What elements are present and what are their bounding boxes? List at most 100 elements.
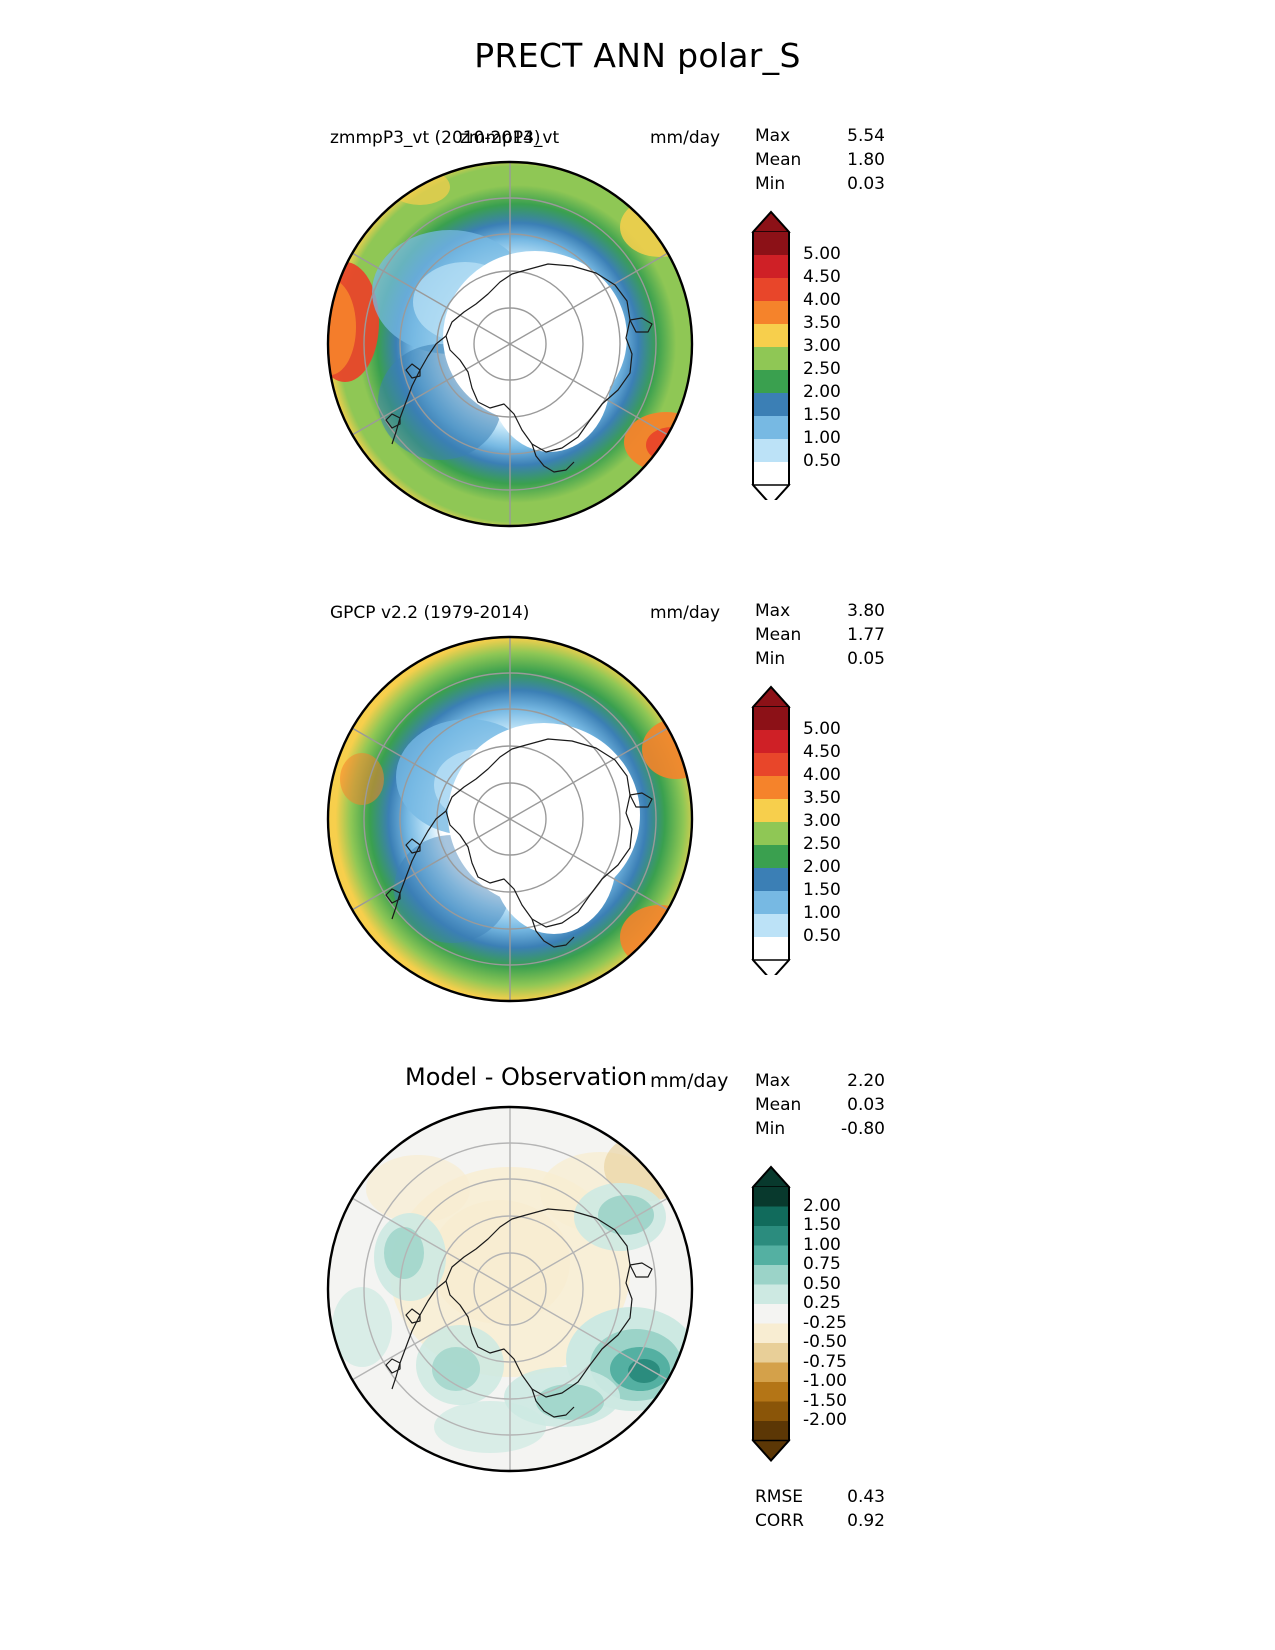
colorbar-tick-label: 3.00: [803, 811, 841, 831]
colorbar-observation: 5.00 4.50 4.00 3.50 3.00 2.50 2.00 1.50 1.00 0.50: [745, 685, 841, 982]
colorbar-band: [753, 1304, 789, 1324]
colorbar-observation-swatches: [751, 685, 791, 982]
map-field-difference: [328, 1107, 692, 1471]
colorbar-band: [753, 1401, 789, 1422]
colorbar-tick-label: 0.75: [803, 1254, 841, 1274]
map-outline-difference: [326, 1105, 694, 1473]
panel-model-units: mm/day: [650, 128, 721, 148]
stat-row: Min -0.80: [755, 1119, 885, 1139]
colorbar-model: 5.00 4.50 4.00 3.50 3.00 2.50 2.00 1.50 1.00 0.50: [745, 210, 841, 507]
colorbar-band: [753, 868, 789, 892]
stat-row: RMSE 0.43: [755, 1487, 885, 1507]
colorbar-difference: 2.00 1.50 1.00 0.75 0.50 0.25 -0.25 -0.50 -0.75-…: [745, 1165, 847, 1469]
polar-map-model: [300, 152, 720, 552]
colorbar-difference-swatches: [751, 1165, 791, 1462]
colorbar-band: [753, 845, 789, 869]
colorbar-extend-top: [751, 685, 791, 708]
colorbar-band: [753, 416, 789, 440]
colorbar-band: [753, 1265, 789, 1285]
colorbar-tick-label: 0.50: [803, 926, 841, 946]
panel-difference-units: mm/day: [650, 1070, 729, 1092]
stat-row: Max 2.20: [755, 1071, 885, 1091]
map-outline-observation: [326, 635, 694, 1003]
colorbar-tick-label: 4.00: [803, 290, 841, 310]
colorbar-band: [753, 914, 789, 938]
polar-map-observation: [300, 627, 720, 1027]
colorbar-band: [753, 891, 789, 915]
colorbar-tick-label: 2.00: [803, 382, 841, 402]
colorbar-band: [753, 347, 789, 371]
map-field-observation: [328, 637, 692, 1001]
panel-model-stats: Max 5.54 Mean 1.80 Min 0.03: [755, 124, 885, 196]
polar-map-difference: [300, 1097, 720, 1497]
colorbar-band: [753, 730, 789, 754]
colorbar-tick-label: 4.00: [803, 765, 841, 785]
colorbar-tick-label: 4.50: [803, 742, 841, 762]
colorbar-tick-label: 1.50: [803, 405, 841, 425]
colorbar-tick-label: 0.25: [803, 1293, 841, 1313]
colorbar-extend-bottom: [751, 959, 791, 982]
stat-row: Min 0.03: [755, 174, 885, 194]
panel-model-label-center: zmmpP3_vt: [460, 128, 560, 148]
colorbar-band: [753, 1187, 789, 1207]
coastline-observation: [385, 738, 653, 948]
colorbar-band: [753, 822, 789, 846]
colorbar-band: [753, 370, 789, 394]
colorbar-band: [753, 776, 789, 800]
stat-row: Mean 1.80: [755, 150, 885, 170]
colorbar-tick-label: 0.50: [803, 1273, 841, 1294]
page-title: PRECT ANN polar_S: [474, 36, 801, 75]
colorbar-tick-label: 2.50: [803, 359, 841, 379]
colorbar-band: [753, 301, 789, 325]
colorbar-band: [753, 232, 789, 256]
stat-row: Mean 0.03: [755, 1095, 885, 1115]
colorbar-tick-label: 5.00: [803, 719, 841, 739]
colorbar-tick-label: -1.00: [803, 1371, 847, 1391]
panel-observation-units: mm/day: [650, 603, 721, 623]
colorbar-tick-label: -2.00: [803, 1410, 847, 1430]
colorbar-band: [753, 278, 789, 302]
panel-difference-label: Model - Observation: [405, 1063, 648, 1091]
colorbar-tick-label: 1.50: [803, 1215, 841, 1235]
colorbar-extend-top: [751, 1165, 791, 1188]
colorbar-tick-label: -0.25: [803, 1312, 847, 1333]
colorbar-band: [753, 1362, 789, 1383]
colorbar-band: [753, 1421, 789, 1441]
colorbar-band: [753, 799, 789, 823]
colorbar-extend-bottom: [751, 484, 791, 507]
coastline-model: [385, 263, 653, 473]
panel-model-label-left: zmmpP3_vt (2010-2014): [330, 128, 541, 148]
colorbar-tick-label: 0.50: [803, 451, 841, 471]
colorbar-tick-label: -0.75: [803, 1351, 847, 1372]
panel-observation-stats: Max 3.80 Mean 1.77 Min 0.05: [755, 599, 885, 671]
panel-observation-label-left: GPCP v2.2 (1979-2014): [330, 603, 530, 623]
colorbar-extend-bottom: [751, 1439, 791, 1462]
colorbar-band: [753, 1245, 789, 1266]
stat-row: Mean 1.77: [755, 625, 885, 645]
graticule-observation: [351, 637, 669, 1001]
stat-row: Min 0.05: [755, 649, 885, 669]
colorbar-band: [753, 707, 789, 731]
colorbar-tick-label: 3.50: [803, 788, 841, 808]
colorbar-band: [753, 439, 789, 463]
colorbar-extend-top: [751, 210, 791, 233]
colorbar-tick-label: 2.00: [803, 857, 841, 877]
colorbar-tick-label: 4.50: [803, 267, 841, 287]
panel-model: zmmpP3_vt (2010-2014) zmmpP3_vt mm/day M…: [0, 110, 1275, 570]
colorbar-band: [753, 937, 789, 961]
colorbar-band: [753, 1284, 789, 1305]
colorbar-tick-label: 1.00: [803, 1234, 841, 1255]
stat-row: CORR 0.92: [755, 1511, 885, 1531]
colorbar-band: [753, 1206, 789, 1227]
colorbar-band: [753, 393, 789, 417]
colorbar-band: [753, 753, 789, 777]
colorbar-band: [753, 255, 789, 279]
colorbar-band: [753, 1226, 789, 1246]
panel-difference-footer-stats: RMSE 0.43 CORR 0.92: [755, 1485, 885, 1533]
colorbar-tick-label: 2.00: [803, 1195, 841, 1216]
colorbar-outline: [752, 210, 790, 507]
colorbar-model-swatches: [751, 210, 791, 507]
colorbar-tick-label: 1.00: [803, 903, 841, 923]
colorbar-outline: [752, 685, 790, 982]
